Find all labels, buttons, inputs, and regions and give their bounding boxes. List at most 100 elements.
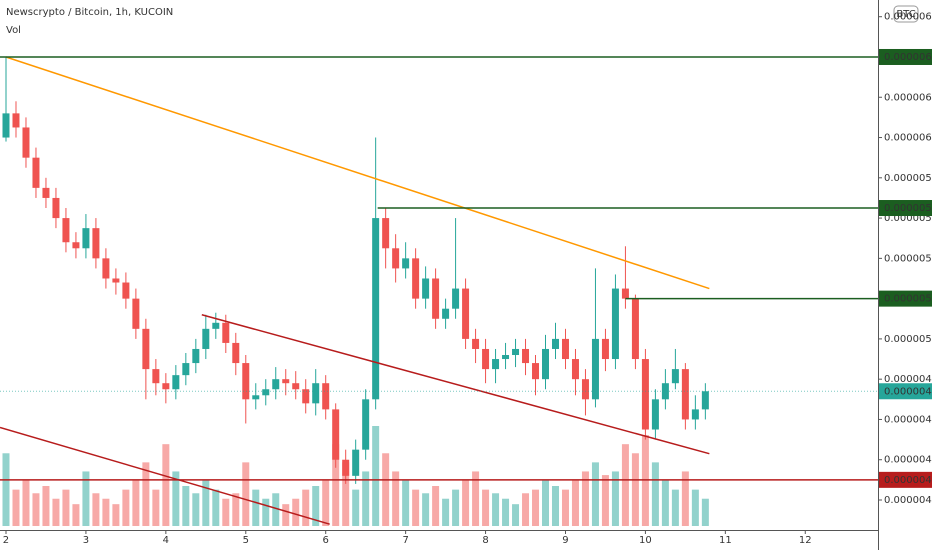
level-label: 0.00000640 (884, 52, 932, 63)
last-price-box (879, 383, 932, 400)
volume-bar (92, 493, 100, 526)
currency-badge-box[interactable] (893, 5, 919, 23)
candle-body (671, 369, 679, 384)
x-tick-label: 7 (402, 535, 408, 546)
candle-body (252, 395, 260, 400)
y-tick-label: 0.00000600 (884, 133, 932, 144)
candle-body (362, 399, 370, 450)
y-tick-label: 0.00000480 (884, 374, 932, 385)
volume-bar (22, 480, 30, 526)
volume-bar (382, 453, 390, 526)
volume-bar (691, 489, 699, 526)
volume-bar (462, 480, 470, 526)
volume-bar (631, 453, 639, 526)
candle-body (551, 338, 559, 349)
chart-title: Newscrypto / Bitcoin, 1h, KUCOIN (6, 7, 173, 18)
candle-body (92, 228, 100, 259)
candle-body (232, 342, 240, 364)
candle-body (202, 328, 210, 349)
volume-bar (701, 498, 709, 526)
volume-bar (152, 489, 160, 526)
volume-label: Vol (6, 25, 21, 36)
volume-bar (272, 493, 280, 526)
candle-body (182, 363, 190, 376)
volume-bar (12, 489, 20, 526)
y-tick-label: 0.00000540 (884, 253, 932, 264)
volume-bar (611, 471, 619, 526)
candle-body (561, 338, 569, 360)
volume-bar (62, 489, 70, 526)
volume-bar (202, 480, 210, 526)
volume-bar (352, 489, 360, 526)
y-tick-label: 0.00000500 (884, 334, 932, 345)
volume-bar (412, 489, 420, 526)
candle-body (452, 288, 460, 309)
volume-bar (122, 489, 130, 526)
candle-body (302, 389, 310, 404)
candle-body (611, 288, 619, 360)
volume-bar (32, 493, 40, 526)
candle-body (52, 197, 60, 219)
volume-bar (42, 486, 50, 526)
candle-body (22, 127, 30, 158)
candle-body (661, 383, 669, 400)
candle-body (152, 369, 160, 384)
candle-body (442, 308, 450, 319)
candle-body (112, 278, 120, 283)
candle-body (32, 157, 40, 188)
volume-bar (52, 498, 60, 526)
volume-bar (332, 444, 340, 526)
volume-bar (292, 498, 300, 526)
volume-bar (422, 493, 430, 526)
plot (0, 56, 710, 526)
trendline (5, 56, 710, 290)
candle-body (601, 338, 609, 360)
candle-body (422, 278, 430, 299)
candle-body (492, 359, 500, 370)
currency-badge[interactable]: BTC (896, 9, 915, 20)
volume-bar (442, 498, 450, 526)
x-tick-label: 12 (799, 535, 812, 546)
candle-body (172, 375, 180, 390)
candle-body (691, 409, 699, 420)
volume-bar (681, 471, 689, 526)
y-tick-label: 0.00000460 (884, 414, 932, 425)
volume-bar (282, 504, 290, 526)
volume-bar (362, 471, 370, 526)
y-tick-label: 0.00000580 (884, 173, 932, 184)
volume-bar (591, 462, 599, 526)
trendline (201, 314, 710, 455)
candle-body (322, 383, 330, 410)
candle-body (352, 449, 360, 476)
x-tick-label: 3 (83, 535, 89, 546)
candle-body (412, 258, 420, 299)
volume-bar (661, 480, 669, 526)
x-tick-label: 8 (482, 535, 488, 546)
y-tick-label: 0.00000560 (884, 213, 932, 224)
candle-body (482, 348, 490, 370)
candle-body (162, 383, 170, 390)
y-tick-label: 0.00000440 (884, 455, 932, 466)
volume-bar (182, 486, 190, 526)
volume-bar (571, 480, 579, 526)
volume-bar (142, 462, 150, 526)
volume-bar (82, 471, 90, 526)
volume-bar (452, 489, 460, 526)
candle-body (631, 298, 639, 360)
level-box (879, 48, 932, 65)
volume-bar (402, 480, 410, 526)
volume-bar (522, 493, 530, 526)
level-box (879, 471, 932, 488)
volume-bar (512, 504, 520, 526)
candle-body (192, 348, 200, 364)
candle-body (272, 379, 280, 390)
y-tick-label: 0.00000420 (884, 495, 932, 506)
candle-body (512, 348, 520, 356)
volume-bar (312, 486, 320, 526)
volume-bar (532, 489, 540, 526)
x-tick-label: 2 (3, 535, 9, 546)
volume-bar (222, 498, 230, 526)
candle-body (312, 383, 320, 404)
candle-body (262, 389, 270, 396)
